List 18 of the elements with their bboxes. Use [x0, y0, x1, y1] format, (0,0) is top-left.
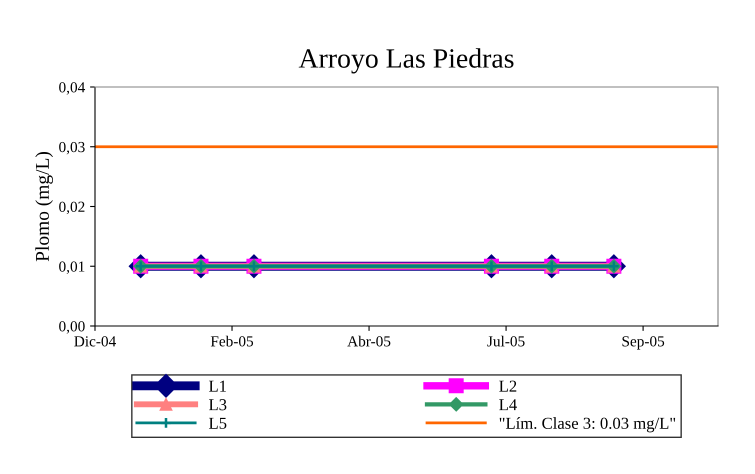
legend-label: L5: [208, 418, 226, 429]
legend-label: L1: [208, 380, 226, 392]
legend-label: L3: [208, 399, 226, 410]
x-tick-label: Feb-05: [210, 336, 254, 346]
legend-label: L4: [499, 399, 517, 410]
y-tick-label: 0,02: [59, 202, 84, 214]
legend-label: "Lím. Clase 3: 0.03 mg/L": [500, 417, 676, 432]
x-tick-label: Sep-05: [622, 336, 664, 350]
y-axis-title: Plomo (mg/L): [35, 152, 53, 262]
y-tick-label: 0,00: [59, 321, 85, 334]
chart-title: Arroyo Las Piedras: [298, 48, 514, 74]
x-tick-label: Dic-04: [74, 336, 116, 346]
y-tick-label: 0,03: [59, 142, 85, 154]
x-tick-label: Jul-05: [487, 336, 525, 346]
y-tick-label: 0,04: [59, 82, 86, 95]
legend-label: L2: [499, 380, 516, 392]
y-tick-label: 0,01: [59, 261, 84, 274]
x-tick-label: Abr-05: [347, 336, 390, 346]
